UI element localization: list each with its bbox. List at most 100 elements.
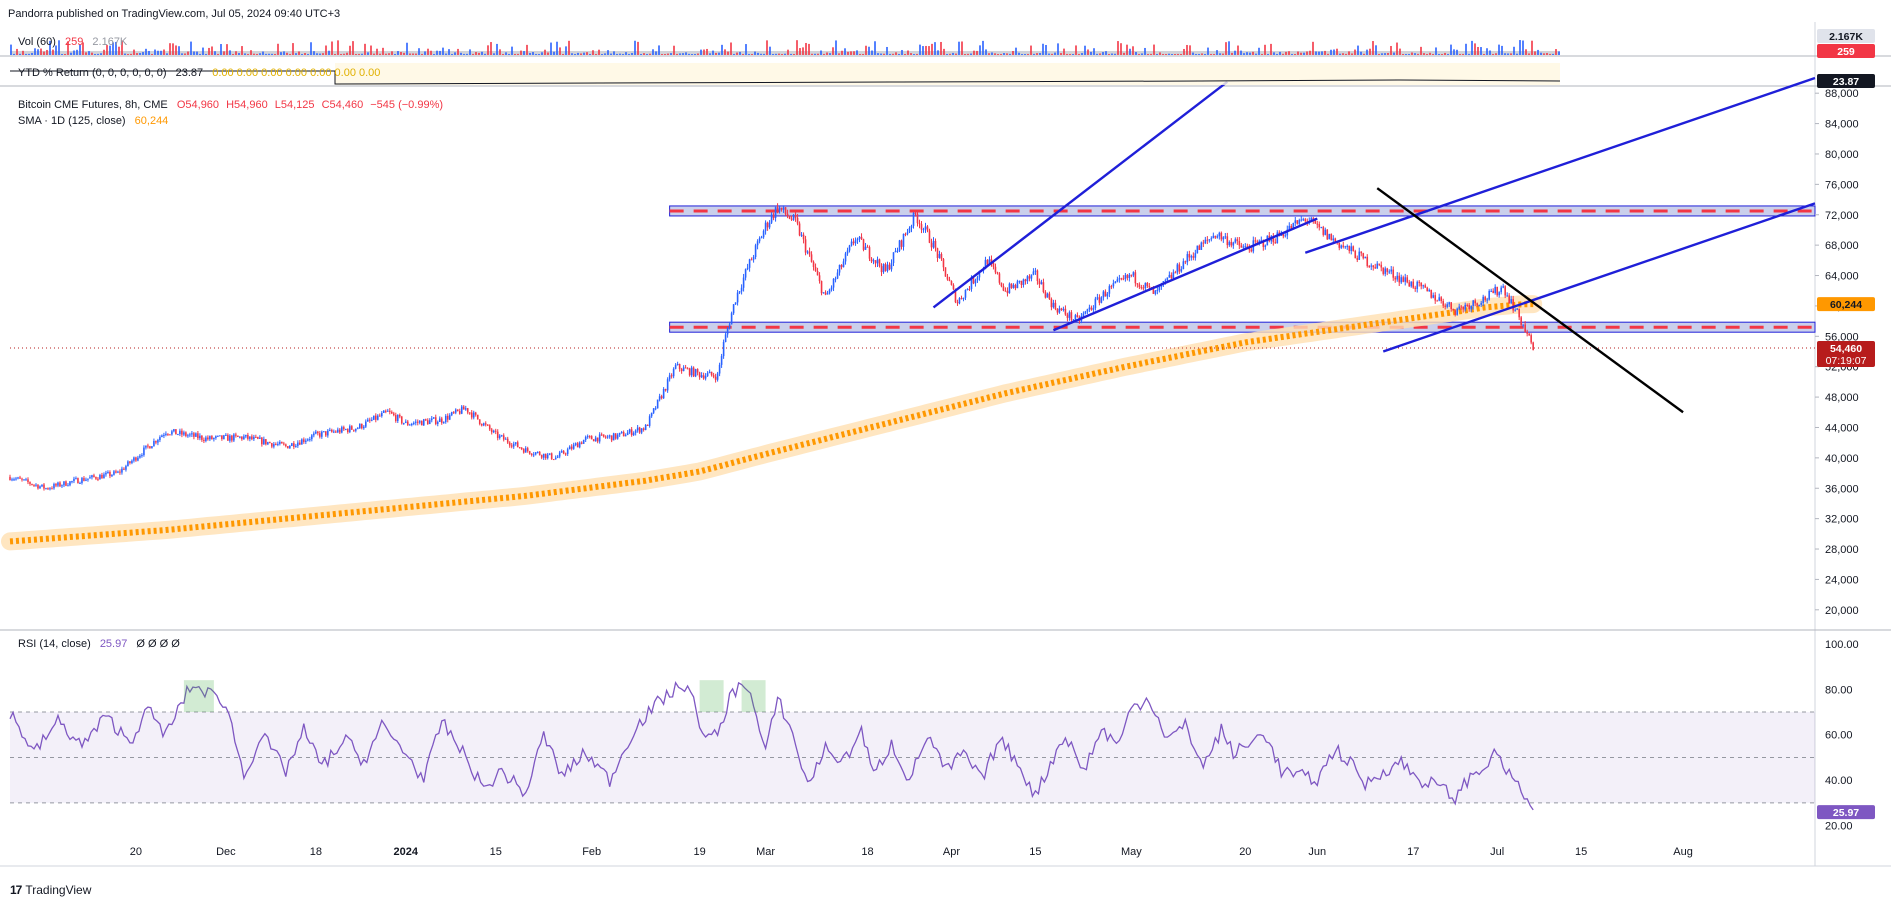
candle-body [269, 442, 271, 444]
vol-bar [1063, 48, 1065, 55]
candle-body [868, 247, 871, 259]
candle-body [1240, 245, 1243, 248]
candle-body [494, 430, 497, 432]
candle-body [71, 481, 73, 483]
candle-body [1282, 233, 1285, 237]
vol-bar [583, 52, 585, 55]
vol-bar [697, 53, 699, 55]
vol-bar [664, 53, 666, 55]
candle-body [171, 431, 173, 435]
candle-body [309, 439, 311, 441]
vol-legend[interactable]: Vol (60) 259 2.167K [18, 36, 127, 48]
candle-body [820, 281, 823, 294]
candle-body [1498, 292, 1500, 296]
vol-bar [1111, 53, 1113, 55]
vol-bar [982, 40, 984, 55]
vol-bar [1204, 53, 1206, 55]
vol-bar [1339, 53, 1341, 55]
vol-bar [976, 50, 978, 55]
vol-bar [919, 44, 921, 55]
candle-body [55, 484, 57, 486]
candle-body [526, 448, 529, 452]
candle-body [502, 435, 505, 440]
vol-bar [73, 50, 75, 55]
vol-bar [376, 48, 378, 55]
time-axis: 20 Dec 18 2024 15 Feb 19 Mar 18 Apr 15 May 20 Jun 17 Ju… [130, 846, 1693, 858]
vol-bar [973, 50, 975, 55]
vol-bar [955, 53, 957, 55]
candle-body [231, 435, 233, 441]
candle-body [203, 439, 205, 441]
upper-channel-top [932, 80, 1229, 309]
vol-bar [895, 52, 897, 55]
candle-body [490, 429, 493, 433]
vol-bar [925, 45, 927, 55]
candle-body [1096, 297, 1099, 299]
candle-body [1470, 305, 1472, 310]
candle-body [1436, 300, 1439, 302]
candle-body [626, 432, 629, 436]
vol-bar [160, 50, 162, 55]
candle-body [1144, 282, 1147, 289]
vol-bar [1246, 52, 1248, 55]
vol-bar [1288, 51, 1290, 55]
vol-bar [547, 52, 549, 55]
candle-body [1450, 302, 1453, 309]
candle-body [93, 475, 95, 477]
candle-body [1372, 265, 1375, 268]
candle-body [121, 468, 123, 473]
vol-bar [838, 53, 840, 55]
candle-body [1452, 308, 1455, 311]
vol-bar [562, 53, 564, 55]
ytd-legend[interactable]: YTD % Return (0, 0, 0, 0, 0, 0) 23.87 0.… [18, 67, 380, 79]
candle-body [568, 446, 571, 450]
candle-body [722, 342, 725, 357]
vol-bar [259, 53, 261, 55]
rsi-legend[interactable]: RSI (14, close) 25.97 Ø Ø Ø Ø [18, 638, 180, 650]
vol-bar [970, 53, 972, 55]
candle-body [1420, 282, 1423, 287]
tradingview-logo[interactable]: 17 TradingView [10, 883, 91, 897]
rsi-tick-label-2: 60.00 [1825, 730, 1853, 742]
vol-bar [385, 53, 387, 55]
candle-body [187, 435, 189, 437]
symbol-legend[interactable]: Bitcoin CME Futures, 8h, CME O54,960 H54… [18, 99, 443, 111]
candle-body [892, 252, 895, 264]
candle-body [1168, 274, 1171, 278]
price-tick-label-13: 36,000 [1825, 483, 1859, 495]
vol-bar [871, 50, 873, 55]
vol-bar [1030, 45, 1032, 55]
vol-bar [61, 53, 63, 55]
candle-body [480, 423, 483, 426]
candle-body [1316, 223, 1319, 225]
vol-bar [943, 48, 945, 55]
vol-bar [1459, 53, 1461, 55]
vol-bar [460, 52, 462, 55]
candle-body [544, 453, 547, 459]
candle-body [251, 436, 253, 440]
candle-body [784, 207, 787, 214]
sma-legend[interactable]: SMA · 1D (125, close) 60,244 [18, 115, 168, 127]
candle-body [724, 334, 727, 343]
vol-bar [586, 52, 588, 55]
candle-body [149, 446, 151, 449]
candle-body [432, 417, 435, 419]
candle-body [1458, 306, 1460, 309]
price-tick-label-5: 68,000 [1825, 240, 1859, 252]
candle-body [816, 270, 819, 276]
vol-bar [265, 53, 267, 55]
ohlc-close: C54,460 [321, 99, 364, 111]
candle-body [602, 434, 605, 437]
vol-bar [1546, 52, 1548, 55]
candle-body [442, 422, 445, 424]
vol-bar [466, 53, 468, 55]
sma-legend-value: 60,244 [134, 115, 169, 127]
candle-body [964, 290, 967, 298]
candle-body [872, 260, 875, 262]
candle-body [732, 304, 735, 314]
candle-body [936, 248, 939, 258]
vol-bar [1393, 52, 1395, 55]
candle-body [440, 418, 443, 423]
